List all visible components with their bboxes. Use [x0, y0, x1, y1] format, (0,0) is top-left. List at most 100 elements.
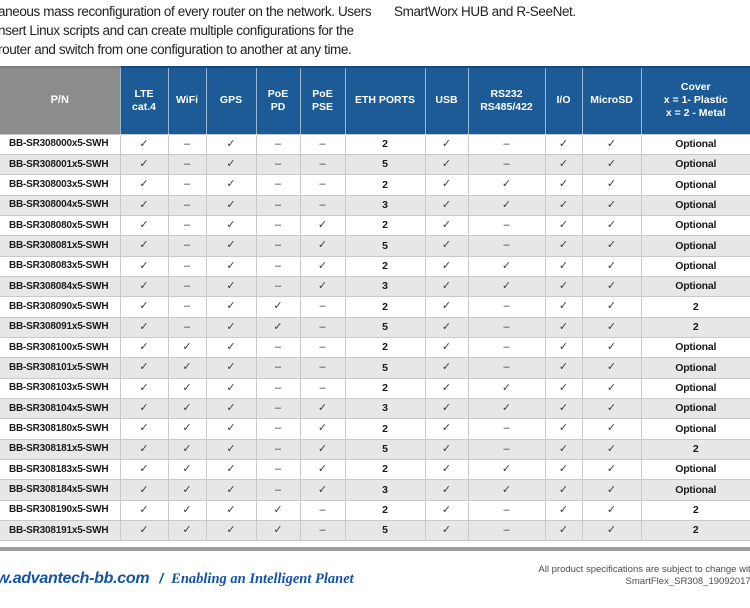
cell-wifi: ✓	[167, 336, 207, 359]
cell-cover: 2	[640, 296, 750, 318]
cell-poe_pse: –	[299, 133, 346, 155]
cell-cover: Optional	[640, 357, 750, 379]
cell-wifi: –	[167, 153, 207, 176]
cell-gps: ✓	[205, 397, 257, 420]
intro-paragraph-left: aneous mass reconfiguration of every rou…	[0, 2, 383, 59]
cell-poe_pd: –	[255, 377, 301, 399]
cell-microsd: ✓	[581, 194, 642, 216]
cell-eth: 5	[344, 438, 426, 461]
table-row: BB-SR308101x5-SWH ✓ ✓ ✓ – –5 ✓ – ✓ ✓ Optional	[0, 357, 750, 379]
cell-gps: ✓	[205, 438, 257, 461]
cell-microsd: ✓	[581, 214, 642, 237]
cell-io: ✓	[544, 275, 583, 298]
intro-line-3: router and switch from one configuration…	[0, 42, 352, 57]
column-header-poe_pd: PoE PD	[255, 66, 300, 134]
part-number-cell: BB-SR308000x5-SWH	[0, 133, 121, 155]
cell-wifi: ✓	[167, 418, 207, 440]
cell-usb: ✓	[424, 296, 469, 318]
footer-doc-id: SmartFlex_SR308_19092017d	[625, 575, 750, 587]
cell-cover: Optional	[640, 194, 750, 216]
cell-lte: ✓	[119, 174, 169, 196]
part-number-cell: BB-SR308180x5-SWH	[0, 418, 121, 440]
cell-wifi: ✓	[167, 438, 207, 461]
intro-right-line: SmartWorx HUB and R-SeeNet.	[394, 4, 576, 19]
cell-gps: ✓	[205, 174, 257, 196]
cell-poe_pse: ✓	[299, 418, 346, 440]
cell-poe_pse: ✓	[299, 235, 346, 257]
column-header-lte: LTE cat.4	[119, 66, 168, 134]
cell-usb: ✓	[424, 194, 469, 216]
cell-lte: ✓	[119, 235, 169, 257]
table-row: BB-SR308104x5-SWH ✓ ✓ ✓ – ✓ 3 ✓ ✓ ✓ ✓ Optional	[0, 397, 750, 420]
cell-lte: ✓	[119, 377, 169, 399]
cell-gps: ✓	[205, 255, 257, 277]
cell-usb: ✓	[424, 133, 469, 155]
cell-poe_pd: –	[255, 397, 301, 420]
cell-eth: 2	[344, 174, 426, 196]
cell-eth: 2	[344, 458, 426, 481]
table-body: BB-SR308000x5-SWH ✓ – ✓ – –2 ✓ – ✓ ✓ Optional BB-SR…	[0, 133, 750, 542]
cell-gps: ✓	[205, 499, 257, 522]
cell-rs: ✓	[467, 194, 546, 216]
cell-rs: ✓	[467, 174, 546, 196]
cell-gps: ✓	[205, 194, 257, 216]
part-number-cell: BB-SR308081x5-SWH	[0, 235, 121, 257]
cell-cover: Optional	[640, 174, 750, 196]
cell-eth: 2	[344, 377, 426, 399]
cell-eth: 3	[344, 479, 426, 501]
cell-usb: ✓	[424, 458, 469, 481]
cell-usb: ✓	[424, 174, 469, 196]
cell-io: ✓	[544, 153, 583, 176]
cell-poe_pd: –	[255, 255, 301, 277]
cell-microsd: ✓	[581, 357, 642, 379]
cell-microsd: ✓	[581, 275, 642, 298]
cell-poe_pd: –	[255, 479, 301, 501]
column-header-io: I/O	[544, 66, 582, 134]
cell-usb: ✓	[424, 418, 469, 440]
cell-microsd: ✓	[581, 520, 642, 542]
cell-rs: –	[467, 438, 546, 461]
part-number-cell: BB-SR308001x5-SWH	[0, 153, 121, 176]
cell-gps: ✓	[205, 336, 257, 359]
cell-microsd: ✓	[581, 296, 642, 318]
table-row: BB-SR308183x5-SWH ✓ ✓ ✓ – ✓ 2 ✓ ✓ ✓ ✓ Optional	[0, 458, 750, 481]
cell-poe_pd: –	[255, 438, 301, 461]
cell-usb: ✓	[424, 520, 469, 542]
column-header-eth: ETH PORTS	[344, 66, 425, 134]
cell-poe_pd: ✓	[255, 316, 301, 338]
cell-eth: 5	[344, 235, 426, 257]
cell-wifi: ✓	[167, 499, 207, 522]
cell-gps: ✓	[205, 316, 257, 338]
cell-poe_pse: –	[299, 357, 346, 379]
cell-usb: ✓	[424, 255, 469, 277]
cell-poe_pse: –	[299, 296, 346, 318]
cell-lte: ✓	[119, 275, 169, 298]
website-link[interactable]: w.advantech-bb.com	[0, 570, 150, 587]
cell-wifi: ✓	[167, 479, 207, 501]
cell-io: ✓	[544, 214, 583, 237]
cell-microsd: ✓	[581, 235, 642, 257]
cell-gps: ✓	[205, 275, 257, 298]
cell-microsd: ✓	[581, 438, 642, 461]
cell-wifi: –	[167, 275, 207, 298]
cell-io: ✓	[544, 336, 583, 359]
table-row: BB-SR308191x5-SWH ✓ ✓ ✓ ✓ –5 ✓ – ✓ ✓ 2	[0, 520, 750, 542]
cell-cover: Optional	[640, 275, 750, 298]
footer-divider	[0, 547, 750, 551]
cell-io: ✓	[544, 194, 583, 216]
cell-lte: ✓	[119, 438, 169, 461]
part-number-cell: BB-SR308080x5-SWH	[0, 214, 121, 237]
part-number-cell: BB-SR308091x5-SWH	[0, 316, 121, 338]
table-row: BB-SR308003x5-SWH ✓ – ✓ – –2 ✓ ✓ ✓ ✓ Optional	[0, 174, 750, 196]
column-header-poe_pse: PoE PSE	[299, 66, 345, 134]
table-row: BB-SR308081x5-SWH ✓ – ✓ – ✓ 5 ✓ – ✓ ✓ Optional	[0, 235, 750, 257]
cell-usb: ✓	[424, 336, 469, 359]
cell-rs: –	[467, 499, 546, 522]
cell-wifi: –	[167, 214, 207, 237]
cell-io: ✓	[544, 377, 583, 399]
cell-eth: 5	[344, 520, 426, 542]
cell-eth: 5	[344, 316, 426, 338]
cell-rs: ✓	[467, 397, 546, 420]
cell-microsd: ✓	[581, 499, 642, 522]
cell-io: ✓	[544, 418, 583, 440]
